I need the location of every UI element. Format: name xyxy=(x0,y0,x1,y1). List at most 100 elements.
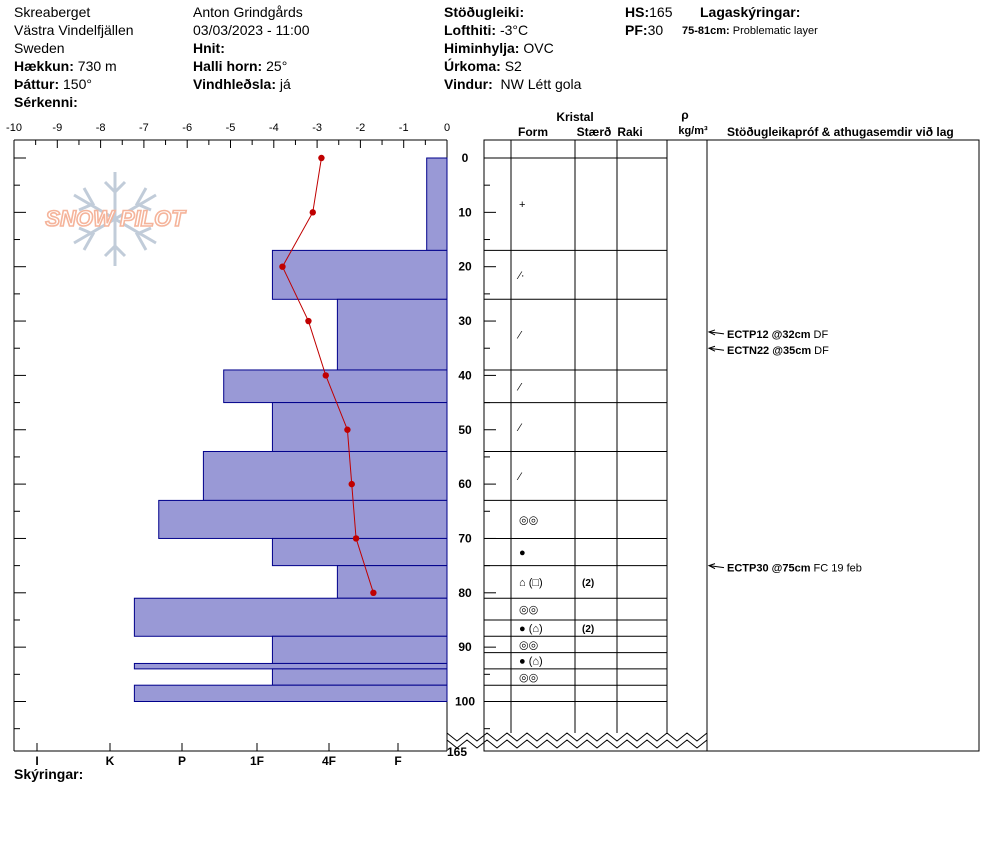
special-row: Sérkenni: xyxy=(14,93,78,111)
depth-tick-label: 80 xyxy=(458,586,472,600)
coords-label: Hnit: xyxy=(193,40,225,56)
hs-row: HS:165 xyxy=(625,3,672,21)
grain-form-symbol: ◎◎ xyxy=(519,604,538,616)
slope-label: Halli horn: xyxy=(193,58,263,74)
layer-table-frame xyxy=(483,139,980,752)
problem-layer-text: Problematic layer xyxy=(732,25,818,37)
layers-legend-title: Lagaskýringar: xyxy=(700,4,801,20)
hardness-layer-bar xyxy=(271,402,448,452)
test-arrow-head xyxy=(707,563,716,570)
density-unit: kg/m³ xyxy=(678,125,708,137)
elevation-label: Hækkun: xyxy=(14,58,74,74)
country-name: Sweden xyxy=(14,40,65,56)
depth-break-label: 165 xyxy=(447,745,467,759)
grain-form-symbol: ◎◎ xyxy=(519,672,538,684)
hs-value: 165 xyxy=(649,4,673,20)
depth-axis-ticks: 0 10 20 30 40 50 60 70 80 90 100 xyxy=(14,151,496,730)
axis-break-lower xyxy=(446,739,708,749)
grain-size-value: (2) xyxy=(582,578,594,589)
comments-header: Stöðugleikapróf & athugasemdir við lag xyxy=(727,125,954,139)
test-arrow-head xyxy=(707,329,716,336)
temperature-point xyxy=(348,480,355,488)
temp-tick-label: -2 xyxy=(356,122,366,134)
grain-form-symbol: ● (⌂) xyxy=(519,656,543,668)
grain-form-symbol: ◎◎ xyxy=(519,639,538,651)
hardness-tick-label: 1F xyxy=(250,754,264,768)
wind-row: Vindur: NW Létt gola xyxy=(444,75,581,93)
aspect-label: Þáttur: xyxy=(14,76,60,92)
air-temp-value: -3°C xyxy=(499,22,529,38)
depth-tick-label: 20 xyxy=(458,260,472,274)
temperature-point xyxy=(318,154,325,162)
hardness-layer-bar xyxy=(133,662,448,670)
temp-tick-label: -9 xyxy=(52,122,62,134)
stability-test-name: ECTN22 @35cm xyxy=(727,345,811,357)
temp-tick-label: -8 xyxy=(96,122,106,134)
layer-rows xyxy=(484,157,667,702)
hardness-tick-label: I xyxy=(35,754,38,768)
depth-tick-label: 70 xyxy=(458,531,472,545)
depth-tick-label: 10 xyxy=(458,205,472,219)
sky-row: Himinhylja: OVC xyxy=(444,39,554,57)
grain-form-symbol: ● (⌂) xyxy=(519,623,543,635)
elevation-row: Hækkun: 730 m xyxy=(14,57,117,75)
form-header: Form xyxy=(518,125,548,139)
problem-layer-note: 75-81cm: Problematic layer xyxy=(682,22,818,40)
hardness-tick-label: K xyxy=(106,754,115,768)
temperature-point xyxy=(352,535,360,542)
temp-tick-label: -10 xyxy=(6,122,22,134)
stability-test-label: ECTP30 @75cm FC 19 feb xyxy=(727,563,862,575)
test-arrow-line xyxy=(708,347,725,351)
hardness-layer-bar xyxy=(158,499,448,539)
precip-label: Úrkoma: xyxy=(444,58,501,74)
wind-label: Vindur: xyxy=(444,76,493,92)
stability-test-name: ECTP12 @32cm xyxy=(727,329,811,341)
hardness-axis-ticks: I K P 1F 4F F xyxy=(35,743,402,768)
hardness-layer-bar xyxy=(133,597,448,637)
sky-value: OVC xyxy=(523,40,554,56)
hardness-layer-bar xyxy=(336,298,448,371)
depth-tick-label: 30 xyxy=(458,314,472,328)
stability-row: Stöðugleiki: xyxy=(444,3,524,21)
footer-notes-label: Skýringar: xyxy=(14,766,84,782)
grain-form-symbol: ⌂ (□) xyxy=(519,577,543,589)
hardness-layer-bar xyxy=(336,565,448,599)
air-temp-label: Lofthiti: xyxy=(444,22,497,38)
temperature-point xyxy=(344,426,351,433)
temp-tick-label: -5 xyxy=(226,122,236,134)
axis-break-upper xyxy=(446,732,708,742)
stability-label: Stöðugleiki: xyxy=(444,4,525,20)
depth-tick-label: 50 xyxy=(458,423,472,437)
grain-form-symbol: ⁄ xyxy=(516,422,523,434)
aspect-value: 150° xyxy=(63,76,92,92)
crystal-header: Kristal xyxy=(556,110,593,124)
air-temp-row: Lofthiti: -3°C xyxy=(444,21,528,39)
hs-label: HS: xyxy=(625,4,650,20)
test-arrow-line xyxy=(708,331,725,335)
stability-test-label: ECTN22 @35cm DF xyxy=(727,345,829,357)
hardness-tick-label: 4F xyxy=(322,754,336,768)
temp-tick-label: -1 xyxy=(399,122,409,134)
sky-label: Himinhylja: xyxy=(444,40,520,56)
grain-form-symbol: + xyxy=(519,199,525,211)
grain-form-symbol: ⁄ xyxy=(516,471,523,483)
snowflake-icon xyxy=(73,172,157,266)
pf-row: PF:30 xyxy=(625,21,663,39)
location-name: Skreaberget xyxy=(14,4,91,20)
depth-tick-label: 90 xyxy=(458,640,472,654)
density-symbol: ρ xyxy=(681,108,688,122)
hardness-layer-bar xyxy=(271,537,448,567)
observation-datetime: 03/03/2023 - 11:00 xyxy=(193,22,310,38)
hardness-tick-label: P xyxy=(178,754,186,768)
size-header: Stærð xyxy=(577,125,612,139)
temperature-point xyxy=(309,209,316,216)
special-label: Sérkenni: xyxy=(14,94,78,110)
grain-form-symbol: ⁄· xyxy=(516,270,525,282)
wind-value: NW Létt gola xyxy=(500,76,582,92)
logo-text: SNOW PILOT xyxy=(45,206,186,231)
temp-tick-label: -4 xyxy=(269,122,279,134)
stability-test-note: FC 19 feb xyxy=(811,563,862,575)
stability-test-note: DF xyxy=(811,345,829,357)
temperature-point xyxy=(305,317,312,325)
